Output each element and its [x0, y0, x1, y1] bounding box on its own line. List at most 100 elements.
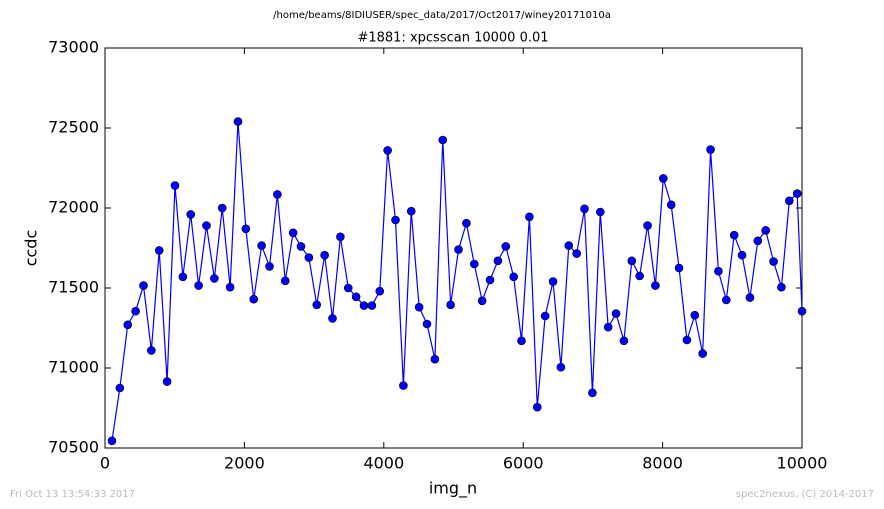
- data-point: [477, 296, 487, 306]
- data-point: [359, 301, 369, 310]
- data-point: [304, 253, 314, 262]
- footer-left: Fri Oct 13 13:54:33 2017: [10, 489, 135, 500]
- data-point: [588, 388, 597, 398]
- data-point: [328, 314, 337, 323]
- footer-right: spec2nexus, (C) 2014-2017: [736, 489, 874, 500]
- data-point: [367, 301, 377, 310]
- data-point: [722, 295, 731, 305]
- data-point: [406, 206, 416, 216]
- data-point: [194, 281, 203, 290]
- data-point: [635, 271, 644, 281]
- data-point: [737, 250, 747, 260]
- y-tick-label: 72000: [48, 198, 99, 217]
- y-tick-label: 71500: [48, 278, 99, 297]
- data-point: [674, 263, 684, 273]
- data-point: [241, 224, 251, 234]
- data-point: [797, 306, 807, 316]
- data-point: [540, 311, 550, 321]
- data-point: [556, 362, 566, 372]
- data-point: [745, 293, 755, 302]
- data-point: [666, 200, 676, 210]
- data-point: [336, 232, 345, 242]
- chart-title: #1881: xpcsscan 10000 0.01: [357, 31, 548, 46]
- data-point: [320, 250, 329, 260]
- x-tick-label: 0: [100, 454, 110, 473]
- data-point: [210, 274, 219, 283]
- data-point: [580, 204, 589, 214]
- data-point: [233, 117, 243, 126]
- data-point: [438, 135, 448, 145]
- data-point: [777, 282, 786, 292]
- data-point: [706, 145, 715, 154]
- data-point: [454, 245, 463, 254]
- data-point: [178, 272, 188, 282]
- y-axis-label: ccdc: [22, 230, 41, 267]
- data-point: [391, 215, 400, 225]
- data-point: [446, 300, 455, 310]
- data-point: [548, 277, 558, 286]
- data-point: [595, 207, 605, 217]
- data-point: [564, 241, 574, 250]
- y-tick-label: 73000: [48, 38, 99, 57]
- data-point: [202, 221, 211, 230]
- y-tick-label: 70500: [48, 438, 99, 457]
- data-point: [532, 402, 542, 412]
- data-point: [698, 349, 707, 358]
- data-point: [265, 262, 274, 271]
- data-point: [619, 336, 629, 346]
- data-point: [383, 146, 392, 155]
- data-point: [627, 256, 637, 266]
- data-point: [572, 249, 581, 258]
- data-point: [154, 246, 164, 255]
- y-tick-label: 71000: [48, 358, 99, 377]
- data-point: [462, 218, 471, 228]
- data-point: [139, 281, 148, 290]
- x-tick-label: 10000: [777, 454, 828, 473]
- data-point: [147, 346, 156, 355]
- data-point: [351, 292, 361, 302]
- data-point: [257, 241, 266, 250]
- data-point: [343, 283, 353, 293]
- data-point: [469, 259, 479, 269]
- data-point: [485, 275, 495, 285]
- data-point: [296, 242, 306, 251]
- data-point: [525, 212, 534, 222]
- data-point: [501, 242, 511, 251]
- x-tick-label: 2000: [224, 454, 265, 473]
- data-point: [131, 306, 140, 316]
- data-point: [753, 236, 763, 246]
- data-point: [690, 310, 700, 320]
- data-point: [414, 302, 424, 312]
- data-point: [186, 210, 196, 219]
- data-point: [225, 282, 235, 292]
- data-point: [792, 189, 802, 198]
- data-point: [785, 196, 794, 206]
- data-point: [603, 322, 613, 332]
- data-point: [162, 377, 172, 386]
- data-point: [651, 281, 660, 290]
- data-point: [643, 221, 652, 230]
- x-axis-label: img_n: [429, 479, 477, 499]
- data-point: [658, 174, 668, 183]
- suptitle: /home/beams/8IDIUSER/spec_data/2017/Oct2…: [273, 10, 611, 21]
- data-point: [288, 228, 298, 238]
- x-tick-label: 6000: [503, 454, 544, 473]
- data-point: [375, 286, 385, 296]
- data-point: [493, 256, 503, 266]
- data-point: [312, 300, 322, 310]
- data-point: [682, 335, 692, 345]
- data-point: [769, 257, 778, 266]
- data-point: [249, 294, 259, 304]
- data-point: [170, 181, 180, 190]
- data-point: [115, 383, 125, 393]
- data-point: [611, 309, 621, 318]
- x-tick-label: 8000: [642, 454, 683, 473]
- data-point: [714, 266, 723, 276]
- data-point: [517, 336, 526, 346]
- data-point: [107, 436, 117, 446]
- x-tick-label: 4000: [363, 454, 404, 473]
- data-point: [217, 203, 227, 213]
- data-point: [422, 319, 432, 329]
